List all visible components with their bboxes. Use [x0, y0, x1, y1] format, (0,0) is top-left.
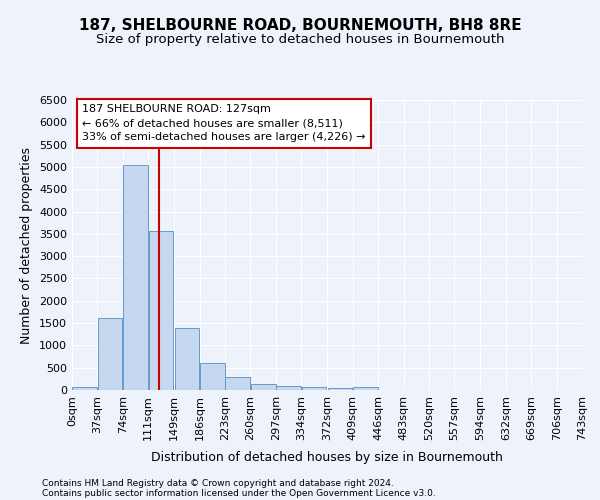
Bar — [175, 328, 199, 390]
Text: Size of property relative to detached houses in Bournemouth: Size of property relative to detached ho… — [96, 32, 504, 46]
Bar — [123, 164, 148, 390]
Bar — [302, 387, 326, 390]
Bar — [226, 377, 250, 390]
Bar — [73, 386, 97, 390]
Bar — [251, 384, 275, 390]
Bar — [328, 388, 352, 390]
Text: 187, SHELBOURNE ROAD, BOURNEMOUTH, BH8 8RE: 187, SHELBOURNE ROAD, BOURNEMOUTH, BH8 8… — [79, 18, 521, 32]
Text: 187 SHELBOURNE ROAD: 127sqm
← 66% of detached houses are smaller (8,511)
33% of : 187 SHELBOURNE ROAD: 127sqm ← 66% of det… — [82, 104, 366, 142]
Y-axis label: Number of detached properties: Number of detached properties — [20, 146, 34, 344]
Text: Contains public sector information licensed under the Open Government Licence v3: Contains public sector information licen… — [42, 488, 436, 498]
X-axis label: Distribution of detached houses by size in Bournemouth: Distribution of detached houses by size … — [151, 451, 503, 464]
Bar — [149, 230, 173, 390]
Bar — [200, 363, 225, 390]
Bar — [353, 387, 378, 390]
Bar — [98, 318, 122, 390]
Bar — [276, 386, 301, 390]
Text: Contains HM Land Registry data © Crown copyright and database right 2024.: Contains HM Land Registry data © Crown c… — [42, 478, 394, 488]
